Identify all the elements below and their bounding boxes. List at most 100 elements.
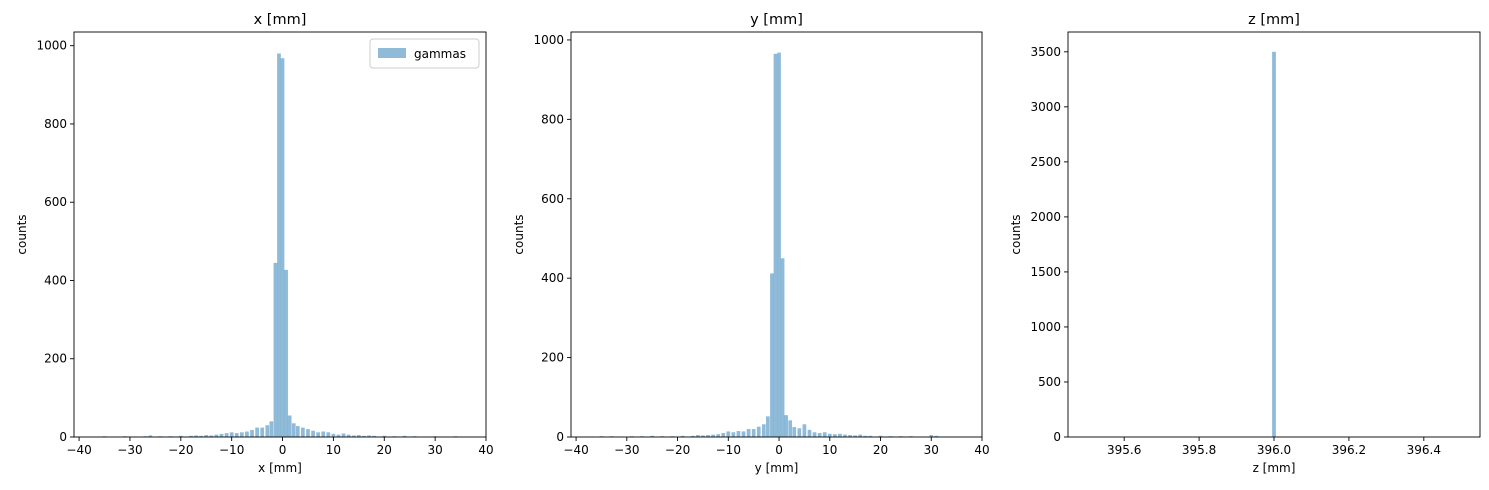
histogram-bar	[761, 424, 766, 437]
x-tick-label: −10	[716, 443, 741, 457]
y-tick-label: 3000	[1030, 100, 1061, 114]
histogram-bar	[321, 431, 326, 437]
y-axis-label: counts	[512, 214, 526, 254]
axes-frame	[570, 31, 983, 438]
histogram-bar	[277, 53, 281, 438]
histogram-bar	[255, 427, 259, 437]
x-tick-label: 396.4	[1407, 443, 1441, 457]
histogram-bar	[269, 421, 274, 437]
x-tick-label: 30	[427, 443, 442, 457]
histogram-bar	[194, 435, 198, 437]
histogram-bar	[817, 433, 822, 437]
x-tick-label: 10	[326, 443, 341, 457]
histogram-bar	[802, 424, 807, 437]
histogram-bar	[245, 431, 249, 437]
x-tick-label: 20	[873, 443, 888, 457]
histogram-bar	[311, 430, 315, 437]
histogram-bar	[716, 434, 720, 437]
y-tick-label: 200	[541, 351, 564, 365]
histogram-bar	[367, 435, 371, 437]
histogram-bar	[878, 435, 883, 437]
histogram-bar	[650, 435, 655, 437]
histogram-bar	[680, 435, 685, 437]
histogram-bar	[721, 433, 726, 437]
histogram-bar	[792, 427, 797, 437]
histogram-bar	[316, 432, 320, 437]
x-tick-label: 40	[974, 443, 989, 457]
histogram-bar	[306, 429, 310, 437]
chart-panel-1: −40 −30 −20 −10 0 10 20 30 4002004006008001000x …	[15, 12, 494, 475]
histogram-bar	[229, 432, 234, 437]
histogram-bar	[341, 433, 346, 437]
y-tick-label: 1000	[533, 33, 564, 47]
x-tick-label: 30	[924, 443, 939, 457]
histogram-bar	[784, 415, 788, 437]
y-tick-label: 0	[556, 430, 564, 444]
histogram-bar	[224, 433, 229, 437]
bars-group	[589, 52, 964, 438]
histogram-bar	[178, 435, 183, 437]
x-tick-label: 10	[822, 443, 837, 457]
y-tick-label: 500	[1038, 375, 1061, 389]
histogram-bar	[797, 428, 802, 437]
chart-title: x [mm]	[254, 12, 307, 28]
histogram-bar	[731, 432, 736, 437]
y-tick-label: 600	[44, 195, 67, 209]
histogram-bar	[291, 423, 296, 437]
y-tick-label: 600	[541, 192, 564, 206]
histogram-bar	[807, 429, 812, 437]
y-tick-label: 0	[59, 430, 67, 444]
histogram-bar	[726, 431, 731, 437]
histogram-bar	[751, 429, 756, 437]
histogram-bar	[219, 433, 224, 437]
x-axis-label: x [mm]	[258, 461, 302, 475]
histogram-bar	[204, 435, 209, 437]
legend-box	[369, 38, 480, 69]
histogram-bar	[770, 273, 774, 437]
histogram-bar	[696, 435, 700, 437]
histogram-bar	[690, 435, 695, 437]
histogram-bar	[336, 434, 341, 437]
histogram-bar	[788, 420, 793, 437]
axes-frame	[73, 31, 487, 438]
y-axis-label: counts	[1009, 214, 1023, 254]
histogram-bar	[250, 429, 254, 437]
y-tick-label: 3500	[1030, 45, 1061, 59]
y-tick-label: 2000	[1030, 210, 1061, 224]
histogram-bar	[822, 432, 827, 437]
y-tick-label: 400	[541, 271, 564, 285]
y-tick-label: 400	[44, 273, 67, 287]
histogram-bar	[331, 433, 336, 437]
histogram-bar	[148, 435, 153, 437]
histogram-bar	[346, 434, 351, 437]
histogram-bar	[402, 435, 407, 437]
histogram-bar	[372, 435, 376, 437]
chart-title: y [mm]	[750, 12, 803, 28]
x-axis-label: z [mm]	[1253, 461, 1296, 475]
y-tick-label: 2500	[1030, 155, 1061, 169]
x-tick-label: 395.8	[1182, 443, 1216, 457]
histogram-bar	[356, 435, 361, 437]
histogram-bar	[838, 433, 842, 437]
y-tick-label: 1000	[1030, 320, 1061, 334]
histogram-bar	[199, 435, 204, 437]
histogram-bar	[273, 262, 278, 437]
x-tick-label: 0	[279, 443, 287, 457]
histogram-bar	[234, 433, 239, 437]
histogram-bar	[766, 416, 770, 437]
histogram-bar	[736, 431, 741, 437]
histogram-bar	[929, 435, 934, 437]
y-axis-label: counts	[15, 214, 29, 254]
histogram-bar	[756, 426, 761, 437]
histogram-bar	[301, 427, 305, 437]
histogram-bar	[189, 435, 193, 437]
histogram-bar	[214, 434, 219, 437]
bars-group	[1272, 51, 1276, 438]
histogram-bar	[706, 435, 710, 437]
x-tick-label: 0	[775, 443, 783, 457]
histogram-bar	[295, 426, 300, 437]
x-tick-label: 40	[478, 443, 493, 457]
x-tick-label: 20	[377, 443, 392, 457]
bars-group	[102, 53, 458, 438]
